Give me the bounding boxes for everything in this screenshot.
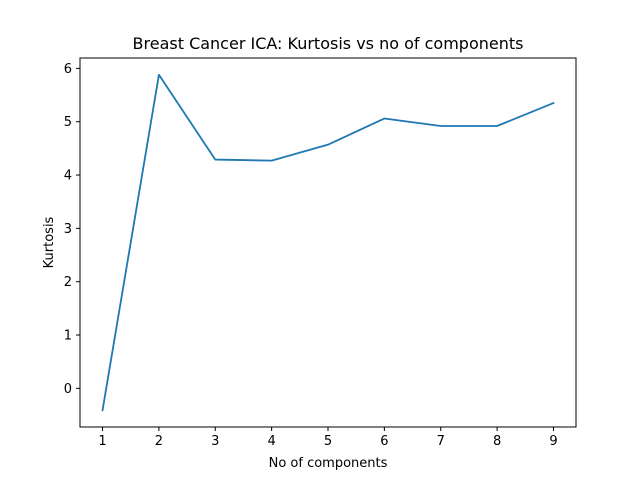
x-tick-label: 9: [549, 434, 557, 449]
chart-title: Breast Cancer ICA: Kurtosis vs no of com…: [133, 34, 524, 53]
x-tick-label: 5: [324, 434, 332, 449]
y-tick-label: 2: [64, 275, 72, 290]
plot-area: [80, 58, 576, 427]
plot-frame: [79, 57, 577, 428]
x-tick-label: 6: [380, 434, 388, 449]
y-tick-label: 5: [64, 115, 72, 130]
x-tick-label: 1: [98, 434, 106, 449]
x-tick-label: 4: [267, 434, 275, 449]
y-tick-label: 1: [64, 329, 72, 344]
y-tick-label: 6: [64, 62, 72, 77]
y-tick-label: 3: [64, 222, 72, 237]
y-tick-label: 0: [64, 382, 72, 397]
x-axis-label: No of components: [269, 456, 388, 471]
x-tick-label: 7: [437, 434, 445, 449]
y-axis-label: Kurtosis: [42, 216, 57, 268]
y-axis-ticks: 0 1 2 3 4 5 6: [64, 62, 80, 397]
x-axis-ticks: 1 2 3 4 5 6 7 8 9: [98, 427, 558, 449]
x-tick-label: 8: [493, 434, 501, 449]
x-tick-label: 2: [155, 434, 163, 449]
series-line: [101, 73, 555, 412]
x-tick-label: 3: [211, 434, 219, 449]
y-tick-label: 4: [64, 169, 72, 184]
